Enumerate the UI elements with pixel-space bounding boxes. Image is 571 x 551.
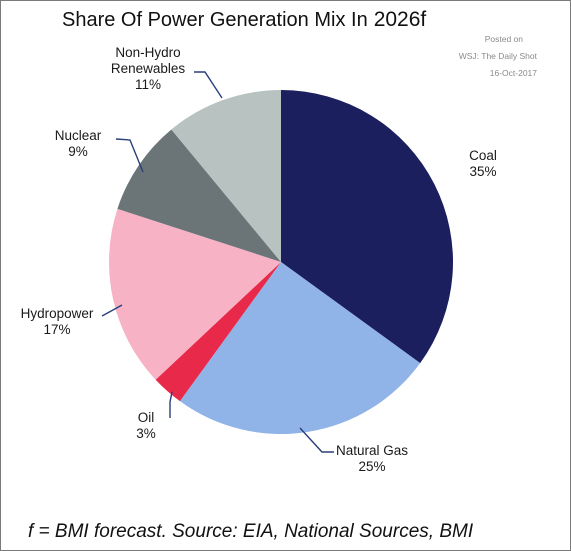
title-text: Share Of Power Generation Mix In [62,9,368,31]
leader-line-nuclear [115,138,144,173]
pie-slice-non-hydro-renewables [171,89,281,262]
credit-posted-on: Posted on [484,34,523,44]
leader-line-oil [169,391,173,418]
credit-date: 16-Oct-2017 [489,68,537,78]
pie-slice-natural-gas [179,262,421,434]
pie-slice-coal [281,90,453,364]
slice-value-coal: 35% [469,164,496,179]
pie-slice-hydropower [109,208,281,380]
pie-slice-oil [155,262,281,402]
pie-slices [109,89,453,434]
slice-value-natural-gas: 25% [358,459,385,474]
title-suffix: 2026f [373,8,427,31]
leader-line-natural-gas [299,427,334,453]
slice-value-non-hydro-renewables: 11% [135,77,161,92]
slice-value-oil: 3% [136,426,156,441]
slice-label-non-hydro-renewables: Renewables [111,61,186,76]
credit-block: Posted on WSJ: The Daily Shot 16-Oct-201… [459,31,537,82]
slice-value-nuclear: 9% [68,144,88,159]
slice-label-nuclear: Nuclear [55,128,102,143]
chart-title: Share Of Power Generation Mix In 2026f [62,8,426,32]
slice-label-hydropower: Hydropower [21,306,94,321]
slice-value-hydropower: 17% [43,322,70,337]
leader-line-non-hydro-renewables [194,71,223,99]
slice-label-oil: Oil [138,410,155,425]
credit-source: WSJ: The Daily Shot [458,51,537,61]
slice-label-non-hydro-renewables: Non-Hydro [115,45,180,60]
slice-label-coal: Coal [469,148,497,163]
pie-slice-nuclear [117,129,281,262]
slice-label-natural-gas: Natural Gas [336,443,408,458]
leader-lines [101,71,334,453]
leader-line-hydropower [101,304,123,317]
chart-footnote: f = BMI forecast. Source: EIA, National … [28,521,474,542]
